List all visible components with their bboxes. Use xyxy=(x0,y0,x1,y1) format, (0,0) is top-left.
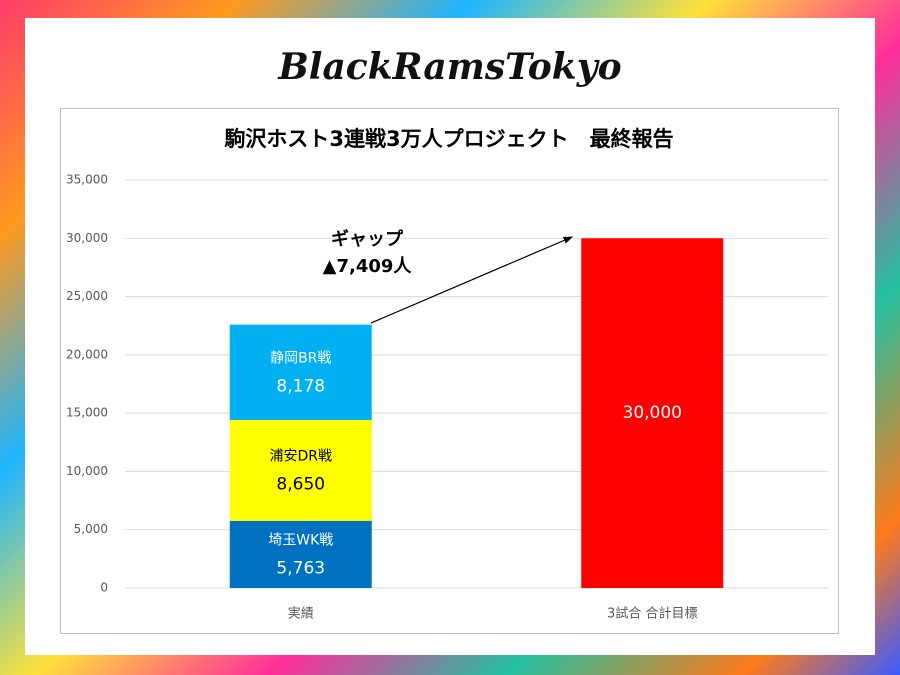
data-label: 5,763 xyxy=(276,558,325,578)
annotation: ギャップ xyxy=(331,228,404,250)
y-tick-label: 25,000 xyxy=(66,289,108,303)
y-tick-label: 15,000 xyxy=(66,406,108,420)
chart-title: 駒沢ホスト3連戦3万人プロジェクト 最終報告 xyxy=(224,127,673,151)
gap-arrow xyxy=(370,236,574,324)
segment-name: 静岡BR戦 xyxy=(270,350,331,366)
annotation: ▲7,409人 xyxy=(323,256,413,277)
data-label: 8,650 xyxy=(276,474,325,494)
bar-segment xyxy=(229,324,372,420)
x-tick-label: 実績 xyxy=(288,606,314,622)
y-tick-label: 20,000 xyxy=(66,347,108,361)
data-label: 30,000 xyxy=(623,403,682,423)
data-label: 8,178 xyxy=(276,376,325,396)
segment-name: 浦安DR戦 xyxy=(269,448,332,464)
bar-segment xyxy=(229,419,372,521)
bar-segment xyxy=(229,520,372,588)
y-tick-label: 10,000 xyxy=(66,464,108,478)
x-tick-label: 3試合 合計目標 xyxy=(607,606,697,622)
y-tick-label: 30,000 xyxy=(66,231,108,245)
logo: BlackRamsTokyo xyxy=(277,46,621,88)
segment-name: 埼玉WK戦 xyxy=(268,532,333,548)
y-tick-label: 35,000 xyxy=(66,173,108,187)
y-tick-label: 5,000 xyxy=(74,522,108,536)
bar-segment xyxy=(581,238,724,589)
y-tick-label: 0 xyxy=(100,581,108,595)
